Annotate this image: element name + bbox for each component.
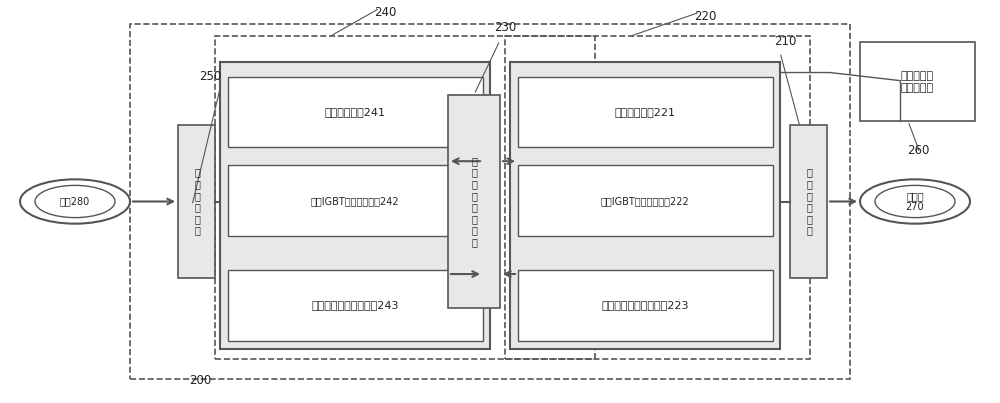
- FancyBboxPatch shape: [220, 62, 490, 349]
- FancyBboxPatch shape: [448, 95, 500, 308]
- Text: 240: 240: [374, 6, 396, 19]
- Text: 发电机
270: 发电机 270: [906, 191, 924, 212]
- Text: 230: 230: [494, 21, 516, 34]
- Text: 机
侧
滤
波
单
元: 机 侧 滤 波 单 元: [806, 168, 812, 235]
- Text: 200: 200: [189, 374, 211, 387]
- FancyBboxPatch shape: [518, 165, 773, 236]
- FancyBboxPatch shape: [228, 270, 483, 341]
- FancyBboxPatch shape: [510, 62, 780, 349]
- FancyBboxPatch shape: [860, 42, 975, 121]
- Text: 电网280: 电网280: [60, 197, 90, 206]
- Text: 直流母线支撑电容单元243: 直流母线支撑电容单元243: [311, 301, 399, 310]
- Text: 250: 250: [199, 70, 221, 83]
- Text: 210: 210: [774, 35, 796, 48]
- Text: 网
侧
滤
波
单
元: 网 侧 滤 波 单 元: [194, 168, 200, 235]
- Text: 机侧IGBT功率核心单元222: 机侧IGBT功率核心单元222: [601, 196, 689, 206]
- FancyBboxPatch shape: [518, 77, 773, 147]
- FancyBboxPatch shape: [518, 270, 773, 341]
- Text: 低频交流电
能传输电缆: 低频交流电 能传输电缆: [900, 71, 934, 93]
- FancyBboxPatch shape: [228, 165, 483, 236]
- FancyBboxPatch shape: [228, 77, 483, 147]
- Text: 网侧IGBT功率核心单元242: 网侧IGBT功率核心单元242: [311, 196, 399, 206]
- Text: 直
流
母
线
制
动
单
元: 直 流 母 线 制 动 单 元: [471, 156, 477, 247]
- Text: 网侧控制单元241: 网侧控制单元241: [324, 107, 386, 117]
- Text: 机侧控制单元221: 机侧控制单元221: [614, 107, 676, 117]
- Text: 220: 220: [694, 10, 716, 23]
- Text: 直流母线支撑电容单元223: 直流母线支撑电容单元223: [601, 301, 689, 310]
- Text: 260: 260: [907, 144, 929, 157]
- FancyBboxPatch shape: [178, 125, 215, 278]
- FancyBboxPatch shape: [790, 125, 827, 278]
